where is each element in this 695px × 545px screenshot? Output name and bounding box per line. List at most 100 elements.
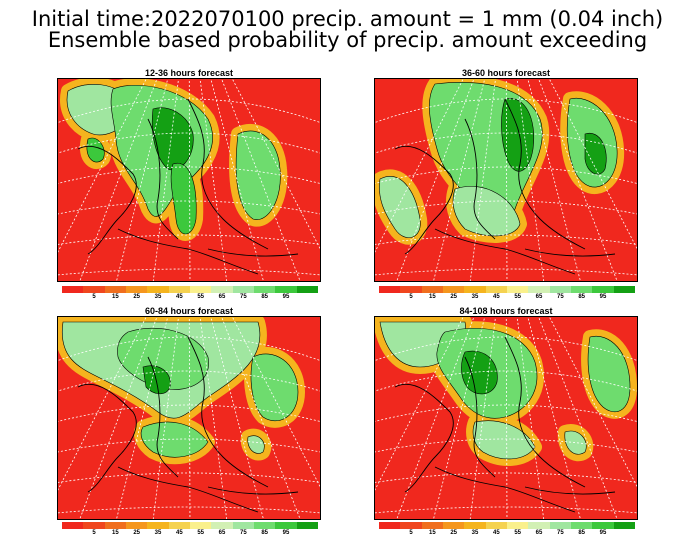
map-graphic xyxy=(58,317,320,519)
graticule-latitude xyxy=(58,472,320,483)
colorbar-swatch xyxy=(485,286,507,293)
colorbar-tick-label: 25 xyxy=(133,530,140,536)
colorbar-swatch xyxy=(104,522,126,529)
colorbar-swatch xyxy=(211,522,233,529)
colorbar-swatch xyxy=(104,286,126,293)
map-graphic xyxy=(375,79,637,281)
graticule-meridian xyxy=(231,79,320,250)
panel-1-colorbar-labels: 5 15 25 35 45 55 65 75 85 95 xyxy=(62,294,318,304)
graticule-latitude xyxy=(58,200,320,215)
coastline xyxy=(394,145,454,255)
colorbar-swatch xyxy=(147,522,169,529)
panel-1-colorbar xyxy=(62,286,318,293)
colorbar-tick-label: 15 xyxy=(428,530,436,536)
colorbar-swatch xyxy=(506,286,529,293)
graticule-meridian xyxy=(516,317,545,519)
colorbar-tick-label: 55 xyxy=(514,530,521,536)
coastline xyxy=(207,248,299,257)
colorbar-tick-label: 55 xyxy=(197,530,204,536)
panel-3-colorbar xyxy=(62,522,318,529)
panel-3-colorbar-labels: 5 15 25 35 45 55 65 75 85 95 xyxy=(62,530,318,540)
panel-3-title: 60-84 hours forecast xyxy=(144,306,234,316)
colorbar-swatch xyxy=(62,286,84,293)
colorbar-tick-label: 45 xyxy=(175,530,183,536)
graticule-latitude xyxy=(58,166,320,184)
coastline xyxy=(524,248,616,257)
map-graphic xyxy=(58,79,320,281)
graticule-meridian xyxy=(152,317,179,519)
coastline xyxy=(117,228,259,275)
precip-probability-area xyxy=(587,335,631,412)
panel-1-map xyxy=(57,78,321,282)
colorbar-swatch xyxy=(83,286,105,293)
colorbar-tick-label: 45 xyxy=(175,294,183,300)
graticule-latitude xyxy=(58,234,320,245)
colorbar-swatch xyxy=(528,522,550,529)
colorbar-tick-label: 15 xyxy=(111,530,119,536)
colorbar-tick-label: 5 xyxy=(92,294,96,300)
colorbar-tick-label: 75 xyxy=(239,530,247,536)
panel-2-colorbar-labels: 5 15 25 35 45 55 65 75 85 95 xyxy=(379,294,635,304)
colorbar-tick-label: 35 xyxy=(471,294,479,300)
colorbar-swatch xyxy=(570,286,593,293)
coastline xyxy=(524,486,616,495)
colorbar-tick-label: 75 xyxy=(556,294,564,300)
colorbar-swatch xyxy=(506,522,529,529)
graticule-latitude xyxy=(375,404,637,422)
colorbar-tick-label: 35 xyxy=(154,294,162,300)
colorbar-swatch xyxy=(421,286,443,293)
colorbar-swatch xyxy=(296,286,318,293)
coastline xyxy=(394,383,454,493)
graticule-meridian xyxy=(516,79,545,281)
colorbar-tick-label: 65 xyxy=(535,530,543,536)
colorbar-swatch xyxy=(592,286,614,293)
colorbar-swatch xyxy=(613,286,635,293)
graticule-meridian xyxy=(58,79,147,253)
graticule-latitude xyxy=(375,472,637,483)
graticule-latitude xyxy=(58,506,320,514)
coastline xyxy=(77,145,137,255)
graticule-meridian xyxy=(505,79,508,281)
colorbar-swatch xyxy=(232,522,254,529)
panel-2-map xyxy=(374,78,638,282)
colorbar-swatch xyxy=(379,522,401,529)
colorbar-swatch xyxy=(442,522,465,529)
graticule-meridian xyxy=(548,317,637,488)
coastline xyxy=(147,356,179,478)
colorbar-tick-label: 45 xyxy=(492,530,500,536)
colorbar-swatch xyxy=(125,522,148,529)
coastline xyxy=(504,336,586,488)
colorbar-tick-label: 85 xyxy=(261,530,268,536)
graticule-meridian xyxy=(375,79,464,253)
colorbar-swatch xyxy=(464,286,486,293)
graticule-latitude xyxy=(58,438,320,453)
colorbar-tick-label: 95 xyxy=(282,294,290,300)
colorbar-swatch xyxy=(464,522,486,529)
graticule-latitude xyxy=(375,200,637,215)
panel-4-map xyxy=(374,316,638,520)
precip-probability-area xyxy=(501,98,535,172)
colorbar-swatch xyxy=(62,522,84,529)
coastline xyxy=(434,228,576,275)
colorbar-swatch xyxy=(549,286,571,293)
precip-probability-area xyxy=(250,353,299,422)
colorbar-tick-label: 95 xyxy=(282,530,290,536)
coastline xyxy=(187,336,269,488)
colorbar-swatch xyxy=(125,286,148,293)
chart-title-line-1: Initial time:2022070100 precip. amount =… xyxy=(31,7,664,31)
colorbar-tick-label: 35 xyxy=(471,530,479,536)
colorbar-swatch xyxy=(275,286,297,293)
graticule-latitude xyxy=(375,166,637,184)
graticule-latitude xyxy=(58,404,320,422)
colorbar-tick-label: 95 xyxy=(599,294,607,300)
colorbar-tick-label: 5 xyxy=(409,530,413,536)
colorbar-tick-label: 25 xyxy=(450,530,457,536)
colorbar-tick-label: 5 xyxy=(409,294,413,300)
coastline xyxy=(434,466,576,513)
panel-4-colorbar-labels: 5 15 25 35 45 55 65 75 85 95 xyxy=(379,530,635,540)
colorbar-tick-label: 95 xyxy=(599,530,607,536)
colorbar-tick-label: 35 xyxy=(154,530,162,536)
colorbar-swatch xyxy=(168,286,190,293)
graticule-meridian xyxy=(58,317,147,491)
colorbar-tick-label: 65 xyxy=(535,294,543,300)
